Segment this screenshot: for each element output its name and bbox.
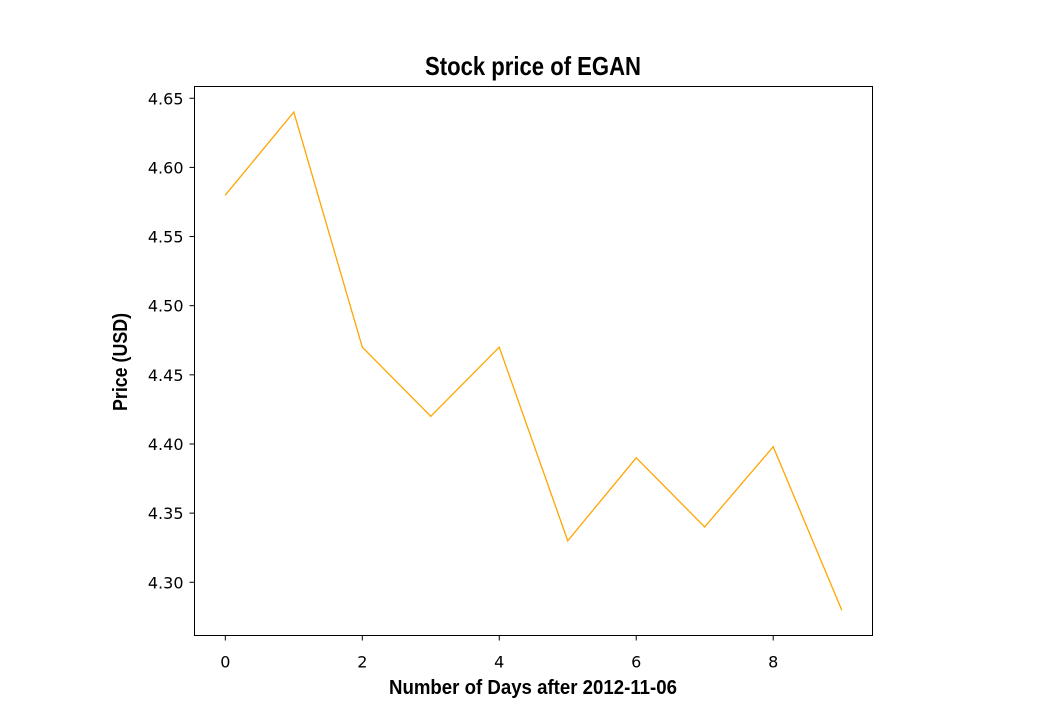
y-tick-label: 4.55: [148, 228, 184, 247]
data-point: [772, 446, 774, 448]
price-line: [224, 110, 843, 611]
data-point: [567, 540, 569, 542]
x-tick-label: 4: [494, 653, 504, 672]
data-point: [635, 457, 637, 459]
chart-title: Stock price of EGAN: [425, 51, 641, 81]
data-point: [498, 346, 500, 348]
x-tick-label: 2: [357, 653, 367, 672]
y-axis-ticks: 4.30 4.35 4.40 4.45 4.50 4.55 4.60 4.65: [148, 89, 195, 592]
plot-area-frame: [194, 86, 873, 636]
x-axis-ticks: 0 2 4 6 8: [220, 635, 778, 672]
y-tick-label: 4.65: [148, 89, 184, 108]
data-point: [704, 526, 706, 528]
y-tick-label: 4.30: [148, 573, 184, 592]
y-tick-label: 4.40: [148, 435, 184, 454]
data-point: [430, 415, 432, 417]
y-tick-label: 4.60: [148, 158, 184, 177]
x-tick-label: 8: [768, 653, 778, 672]
x-axis-label: Number of Days after 2012-11-06: [389, 677, 677, 699]
data-points: [224, 111, 843, 611]
x-tick-label: 0: [220, 653, 230, 672]
x-tick-label: 6: [631, 653, 641, 672]
y-tick-label: 4.45: [148, 366, 184, 385]
data-point: [361, 346, 363, 348]
data-point: [293, 111, 295, 113]
y-tick-label: 4.50: [148, 297, 184, 316]
y-axis-label: Price (USD): [110, 313, 132, 411]
data-point: [224, 194, 226, 196]
data-point: [841, 609, 843, 611]
y-tick-label: 4.35: [148, 504, 184, 523]
